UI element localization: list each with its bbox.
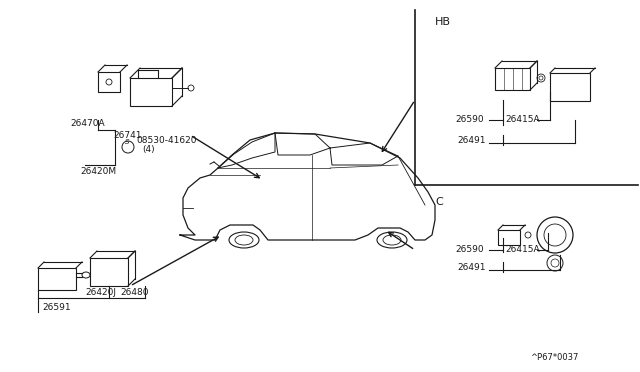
Text: 26415A: 26415A bbox=[505, 115, 540, 124]
Text: 26415A: 26415A bbox=[505, 245, 540, 254]
Text: (4): (4) bbox=[142, 145, 155, 154]
Text: 26491: 26491 bbox=[457, 263, 486, 272]
Text: 26590: 26590 bbox=[455, 115, 484, 124]
Text: 26470A: 26470A bbox=[70, 119, 104, 128]
Bar bbox=[38, 268, 76, 290]
Text: C: C bbox=[435, 197, 443, 207]
Text: ^P67*0037: ^P67*0037 bbox=[530, 353, 579, 362]
Text: HB: HB bbox=[435, 17, 451, 27]
Text: 08530-41620: 08530-41620 bbox=[136, 136, 196, 145]
Bar bbox=[550, 73, 590, 101]
Text: 26741: 26741 bbox=[113, 131, 141, 140]
Text: 26420J: 26420J bbox=[85, 288, 116, 297]
Bar bbox=[98, 72, 120, 92]
Text: S: S bbox=[125, 138, 129, 144]
Bar bbox=[130, 78, 172, 106]
Text: 26591: 26591 bbox=[42, 303, 70, 312]
Text: 26491: 26491 bbox=[457, 136, 486, 145]
Bar bbox=[495, 68, 530, 90]
Bar bbox=[90, 258, 128, 286]
Text: 26590: 26590 bbox=[455, 245, 484, 254]
Text: 26480: 26480 bbox=[120, 288, 148, 297]
Bar bbox=[498, 230, 520, 245]
Text: 26420M: 26420M bbox=[80, 167, 116, 176]
